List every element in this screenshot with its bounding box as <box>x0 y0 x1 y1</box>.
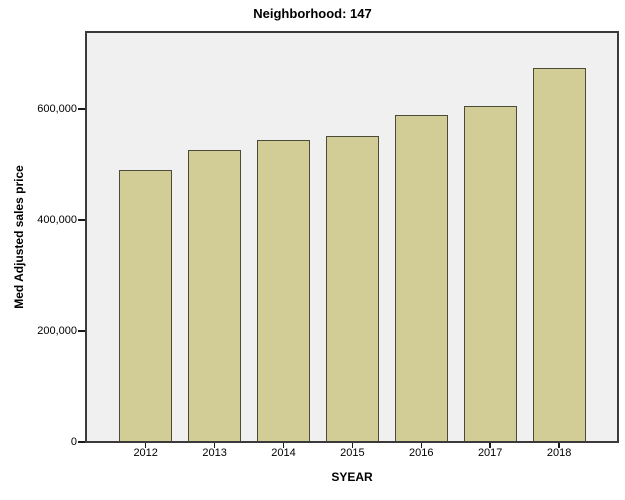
y-tick-label: 0 <box>70 435 77 448</box>
x-tick-mark <box>351 443 354 448</box>
x-tick-label-2012: 2012 <box>133 447 158 459</box>
y-tick-mark <box>78 330 85 332</box>
bar-2015 <box>325 135 379 441</box>
x-axis-title: SYEAR <box>331 470 373 484</box>
x-tick-label-2014: 2014 <box>271 447 296 459</box>
x-tick-label-2016: 2016 <box>409 447 434 459</box>
x-tick-mark <box>144 443 147 448</box>
y-tick-label: 200,000 <box>37 324 77 337</box>
chart-title: Neighborhood: 147 <box>253 6 372 21</box>
x-tick-mark <box>489 443 491 448</box>
x-tick-mark <box>558 443 560 448</box>
y-tick-label: 600,000 <box>37 102 77 115</box>
y-tick-mark <box>78 441 85 443</box>
bar-2014 <box>257 139 310 441</box>
x-tick-mark <box>420 443 423 448</box>
y-tick-label: 400,000 <box>37 213 77 226</box>
bar-2018 <box>532 67 586 441</box>
x-tick-label-2013: 2013 <box>202 447 227 459</box>
x-tick-label-2018: 2018 <box>546 447 572 459</box>
x-tick-label-2017: 2017 <box>477 447 503 459</box>
y-tick-mark <box>78 219 85 221</box>
bar-2013 <box>188 150 242 441</box>
x-tick-mark <box>282 443 285 448</box>
y-axis-title: Med Adjusted sales price <box>12 165 26 309</box>
y-tick-mark <box>78 108 85 110</box>
bar-2012 <box>119 169 173 441</box>
x-tick-mark <box>213 443 216 448</box>
bar-2016 <box>394 114 448 441</box>
bar-2017 <box>463 106 517 441</box>
x-tick-label-2015: 2015 <box>340 447 365 459</box>
plot-area <box>85 31 619 443</box>
